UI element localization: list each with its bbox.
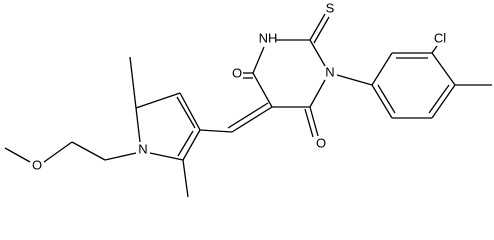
atom-label: O xyxy=(232,65,242,80)
atom-labels: O NH S N Cl O N O xyxy=(32,0,446,172)
atom-label: N xyxy=(325,64,334,79)
atom-label: O xyxy=(316,135,326,150)
bonds xyxy=(4,13,492,198)
molecule-diagram: O NH S N Cl O N O xyxy=(4,0,492,198)
atom-label: N xyxy=(138,141,147,156)
atom-label: Cl xyxy=(434,30,446,45)
atom-label: O xyxy=(32,157,42,172)
atom-label: S xyxy=(326,0,335,15)
atom-label: NH xyxy=(259,30,278,45)
